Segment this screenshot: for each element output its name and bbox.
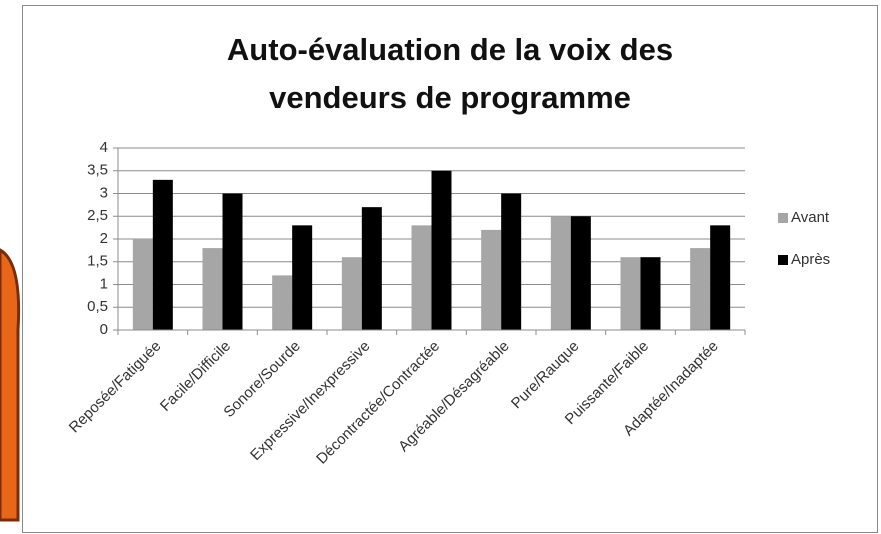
bar <box>153 180 173 330</box>
bar <box>571 216 591 330</box>
y-tick-label: 2 <box>100 230 108 247</box>
bar <box>481 230 501 330</box>
y-tick-label: 1,5 <box>87 253 108 270</box>
x-tick-label: Pure/Rauque <box>508 338 583 413</box>
bar <box>362 207 382 330</box>
y-tick-label: 1 <box>100 275 108 292</box>
page: {"chart_data": {"type": "bar", "title": … <box>0 0 881 534</box>
bar <box>501 194 521 331</box>
bar <box>223 194 243 331</box>
y-tick-label: 4 <box>100 139 108 156</box>
background-decoration <box>0 250 19 520</box>
chart-title: Auto-évaluation de la voix des vendeurs … <box>185 26 715 122</box>
bar <box>412 225 432 330</box>
y-tick-label: 2,5 <box>87 207 108 224</box>
y-tick-label: 3,5 <box>87 162 108 179</box>
y-tick-label: 0,5 <box>87 298 108 315</box>
bar <box>203 248 223 330</box>
bar <box>342 257 362 330</box>
bar <box>641 257 661 330</box>
bar <box>551 216 571 330</box>
bar <box>432 171 452 330</box>
x-tick-label: Reposée/Fatiguée <box>66 338 165 437</box>
x-tick-label: Décontractée/Contractée <box>313 338 443 468</box>
legend-label: Avant <box>791 209 830 226</box>
legend-label: Après <box>791 251 830 268</box>
x-tick-label: Facile/Difficile <box>157 338 234 415</box>
bar <box>272 275 292 330</box>
y-tick-label: 3 <box>100 184 108 201</box>
bar <box>133 239 153 330</box>
bar <box>710 225 730 330</box>
x-tick-label: Expressive/Inexpressive <box>247 338 373 464</box>
legend-marker <box>778 255 788 265</box>
legend-marker <box>778 213 788 223</box>
bar <box>292 225 312 330</box>
bar <box>621 257 641 330</box>
bar <box>690 248 710 330</box>
y-tick-label: 0 <box>100 321 108 338</box>
